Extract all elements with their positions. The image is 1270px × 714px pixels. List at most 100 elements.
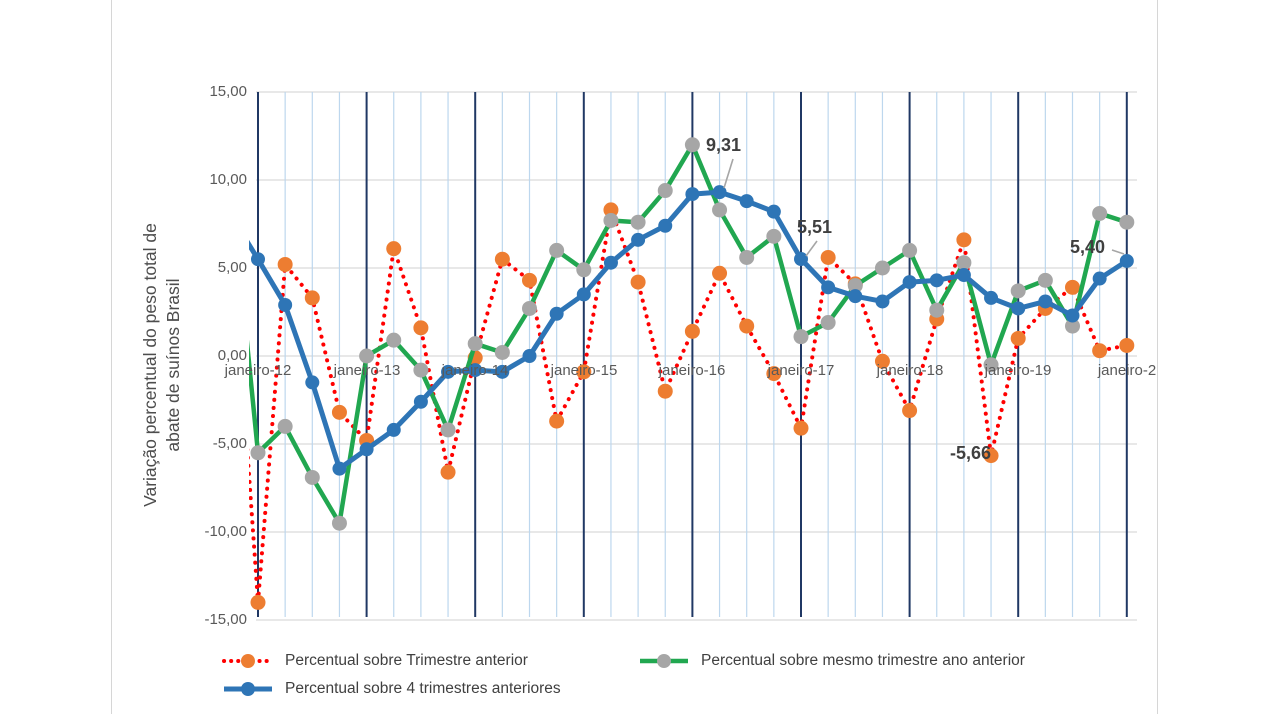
data-point-marker xyxy=(576,287,591,302)
y-tick-label: 15,00 xyxy=(209,83,247,100)
data-point-marker xyxy=(874,260,890,276)
data-point-marker xyxy=(250,445,266,461)
data-point-marker xyxy=(331,515,347,531)
data-point-marker xyxy=(766,228,782,244)
data-point-marker xyxy=(712,202,728,218)
data-point-marker xyxy=(277,418,293,434)
data-point-marker xyxy=(467,336,483,352)
data-point-marker xyxy=(549,306,564,321)
data-point-marker xyxy=(1010,283,1026,299)
x-tick-label: janeiro-18 xyxy=(876,362,944,379)
data-point-marker xyxy=(522,272,537,288)
x-tick-label: janeiro-14 xyxy=(441,362,509,379)
data-point-marker xyxy=(794,252,808,267)
data-point-marker xyxy=(712,265,728,281)
legend-item-mesmo-trimestre: Percentual sobre mesmo trimestre ano ant… xyxy=(638,652,1025,670)
x-tick-label: janeiro-15 xyxy=(550,362,618,379)
data-point-marker xyxy=(1065,308,1080,323)
series-line-2 xyxy=(249,189,1130,472)
data-point-marker xyxy=(359,348,375,364)
data-point-marker xyxy=(766,204,781,219)
data-point-marker xyxy=(1119,214,1135,230)
data-point-marker xyxy=(441,364,456,379)
data-point-marker xyxy=(739,318,755,334)
panel-right-border xyxy=(1157,0,1158,714)
x-tick-label: janeiro-2 xyxy=(1097,362,1157,379)
data-point-marker xyxy=(304,469,320,485)
data-point-marker xyxy=(630,214,646,230)
x-tick-label: janeiro-12 xyxy=(224,362,292,379)
data-point-marker xyxy=(929,302,945,318)
data-point-marker xyxy=(386,241,402,257)
y-tick-label: 5,00 xyxy=(217,259,247,276)
data-point-marker xyxy=(874,353,890,369)
data-point-marker xyxy=(684,137,700,153)
data-point-marker xyxy=(331,404,347,420)
data-point-marker xyxy=(278,297,293,312)
data-point-marker xyxy=(495,364,510,379)
legend-item-trimestre-anterior: Percentual sobre Trimestre anterior xyxy=(222,652,528,670)
data-point-marker xyxy=(658,218,673,233)
data-point-marker xyxy=(684,323,700,339)
data-point-marker xyxy=(603,202,619,218)
legend-label: Percentual sobre Trimestre anterior xyxy=(285,652,528,669)
data-point-marker xyxy=(1119,337,1135,353)
data-point-marker xyxy=(440,464,456,480)
legend-label: Percentual sobre 4 trimestres anteriores xyxy=(285,680,561,697)
data-point-marker xyxy=(250,594,266,610)
data-point-marker xyxy=(1010,330,1026,346)
data-point-marker xyxy=(956,255,972,271)
data-point-marker xyxy=(630,274,646,290)
y-tick-label: -10,00 xyxy=(204,523,247,540)
data-point-marker xyxy=(766,366,782,382)
data-point-marker xyxy=(631,232,646,247)
data-point-marker xyxy=(1092,343,1108,359)
data-point-marker xyxy=(549,413,565,429)
data-point-marker xyxy=(576,262,592,278)
data-point-marker xyxy=(305,375,320,390)
data-point-marker xyxy=(386,422,401,437)
data-point-marker xyxy=(413,320,429,336)
y-axis-title-line2: abate de suínos Brasil xyxy=(163,278,183,452)
data-point-marker xyxy=(983,448,999,464)
data-point-marker xyxy=(902,242,918,258)
data-point-marker xyxy=(983,357,999,373)
legend-item-4-trimestres: Percentual sobre 4 trimestres anteriores xyxy=(222,680,561,698)
legend-row-2: Percentual sobre 4 trimestres anteriores xyxy=(0,680,1270,700)
data-point-marker xyxy=(902,403,918,419)
x-tick-label: janeiro-13 xyxy=(333,362,401,379)
legend-swatch-dotted-red xyxy=(222,654,274,668)
data-point-marker xyxy=(1038,294,1053,309)
data-point-marker xyxy=(929,273,944,288)
annotation-leader-line xyxy=(723,158,734,189)
data-point-marker xyxy=(1092,205,1108,221)
data-point-marker xyxy=(821,280,836,295)
data-point-marker xyxy=(793,420,809,436)
annotation-leader-line xyxy=(805,240,818,257)
y-axis-title: Variação percentual do peso total de aba… xyxy=(139,95,187,635)
legend-swatch-green xyxy=(640,654,688,668)
data-point-marker xyxy=(1065,318,1080,334)
data-point-marker xyxy=(712,185,727,200)
data-point-marker xyxy=(902,275,917,290)
x-tick-label: janeiro-19 xyxy=(984,362,1052,379)
series-line-0 xyxy=(249,207,1129,605)
data-point-marker xyxy=(386,332,402,348)
data-point-marker xyxy=(848,289,863,304)
data-point-marker xyxy=(494,344,510,360)
data-point-marker xyxy=(413,394,428,409)
data-point-marker xyxy=(603,255,618,270)
data-point-marker xyxy=(251,252,265,267)
data-point-marker xyxy=(657,183,673,199)
x-tick-label: janeiro-17 xyxy=(767,362,835,379)
data-point-marker xyxy=(440,422,456,438)
data-point-marker xyxy=(847,278,863,294)
annotation-leader-line xyxy=(1111,249,1125,255)
data-point-marker xyxy=(793,329,809,345)
data-point-marker xyxy=(549,242,565,258)
data-point-marker xyxy=(332,461,347,476)
y-tick-label: -15,00 xyxy=(204,611,247,628)
data-point-marker xyxy=(494,251,510,267)
